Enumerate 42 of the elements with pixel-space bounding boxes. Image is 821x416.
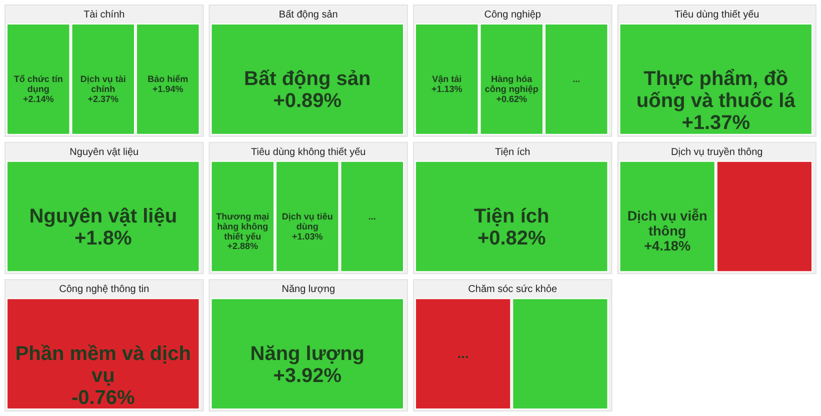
category-label: Phần mềm và dịch vụ: [15, 342, 191, 387]
series-label: Bất động sản: [278, 10, 338, 20]
series-label: Nguyên vật liệu: [70, 146, 139, 158]
data-label: +1.13%: [431, 84, 462, 94]
data-label: +1.37%: [682, 112, 750, 134]
category-label: Hàng hóa công nghiệp: [484, 74, 539, 94]
series-label: Công nghệ thông tin: [59, 284, 150, 296]
data-label: +0.82%: [477, 228, 546, 250]
category-label: Thương mại hàng không thiết yếu: [216, 212, 270, 242]
category-label: ...: [368, 212, 376, 222]
category-label: ...: [457, 346, 469, 361]
data-label: -0.76%: [71, 386, 136, 409]
data-label: +0.62%: [496, 94, 528, 104]
category-label: Dịch vụ tiêu dùng: [282, 212, 333, 232]
series-label: Công nghiệp: [484, 10, 542, 20]
data-label: +2.37%: [88, 94, 119, 104]
data-label: +3.92%: [273, 364, 342, 387]
category-label: Bất động sản: [244, 68, 371, 90]
data-label: +1.03%: [292, 231, 323, 242]
series-label: Tài chính: [84, 10, 125, 20]
category-label: ...: [572, 74, 580, 84]
category-label: Tổ chức tín dụng: [14, 74, 63, 94]
text: Chăm sóc sức khỏe: [468, 284, 558, 296]
category-label: Tiện ích: [474, 206, 550, 228]
data-label: +4.18%: [644, 238, 691, 254]
data-label: +1.8%: [74, 228, 132, 250]
series-label: Tiêu dùng thiết yếu: [674, 10, 760, 20]
series-label: Dịch vụ truyền thông: [671, 146, 763, 158]
data-label: +2.14%: [22, 94, 54, 104]
data-label: +1.94%: [152, 84, 184, 94]
series-label: Tiêu dùng không thiết yếu: [251, 146, 366, 158]
series-label: Năng lượng: [282, 284, 336, 296]
series-label: Tiện ích: [495, 146, 530, 158]
category-label: Năng lượng: [250, 342, 364, 365]
data-label: +0.89%: [273, 90, 342, 112]
category-label: Bảo hiểm: [148, 74, 188, 84]
category-label: Dịch vụ tài chính: [80, 74, 126, 94]
data-label: +2.88%: [227, 241, 258, 252]
category-label: Vận tải: [432, 74, 462, 84]
category-label: Thực phẩm, đồ uống và thuốc lá: [636, 68, 796, 112]
category-label: Nguyên vật liệu: [29, 206, 178, 228]
category-label: Dịch vụ viễn thông: [627, 208, 708, 238]
